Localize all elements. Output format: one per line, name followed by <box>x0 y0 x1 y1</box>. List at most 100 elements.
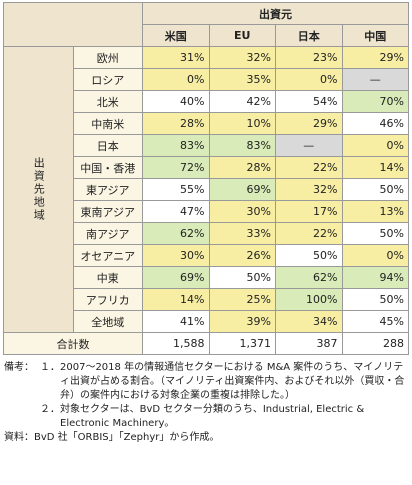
total-cell: 387 <box>275 332 343 355</box>
cell: 28% <box>142 112 210 135</box>
cell: 41% <box>142 310 210 333</box>
note-number: １． <box>40 362 60 373</box>
note-number: ２． <box>40 404 60 415</box>
cell: 0% <box>275 68 343 91</box>
column-header: 日本 <box>275 24 343 47</box>
cell: 46% <box>341 112 409 135</box>
row-label: 東アジア <box>72 178 143 201</box>
note-text: 2007〜2018 年の情報通信セクターにおける M&A 案件のうち、マイノリテ… <box>60 362 405 401</box>
cell: 83% <box>142 134 210 157</box>
note-label <box>4 403 38 431</box>
total-cell: 288 <box>341 332 409 355</box>
cell: 25% <box>208 288 276 311</box>
column-header-row: 米国 EU 日本 中国 <box>4 24 409 47</box>
cell: 42% <box>208 90 276 113</box>
note-label: 備考： <box>4 362 34 373</box>
data-row: 出資先地域 欧州 31% 32% 23% 29% <box>3 46 409 333</box>
cell: 23% <box>275 46 343 69</box>
cell: 29% <box>341 46 409 69</box>
note-item: ２． 対象セクターは、BvD セクター分類のうち、Industrial, Elec… <box>4 403 408 431</box>
total-label: 合計数 <box>3 332 143 355</box>
data-row: アフリカ 14% 25% 100% 50% <box>4 288 409 311</box>
cell: 26% <box>208 244 276 267</box>
cell: 100% <box>275 288 343 311</box>
cell: 50% <box>275 244 343 267</box>
source: 資料：BvD 社「ORBIS」「Zephyr」から作成。 <box>4 432 220 443</box>
cell: 70% <box>341 90 409 113</box>
data-row: 東南アジア 47% 30% 17% 13% <box>4 200 409 223</box>
note-item: 備考： １． 2007〜2018 年の情報通信セクターにおける M&A 案件のうち、… <box>4 361 408 403</box>
notes: 備考： １． 2007〜2018 年の情報通信セクターにおける M&A 案件のうち、… <box>4 361 408 445</box>
row-label: 北米 <box>72 90 143 113</box>
header-row: 出資元 <box>3 2 409 47</box>
row-label: 日本 <box>72 134 143 157</box>
cell: 45% <box>341 310 409 333</box>
row-label: ロシア <box>72 68 143 91</box>
cell: 17% <box>275 200 343 223</box>
total-cell: 1,588 <box>142 332 210 355</box>
cell: — <box>341 68 409 91</box>
row-label: 全地域 <box>72 310 143 333</box>
table-body: 出資元 米国 EU 日本 中国 出資先地域 欧州 31% 32% 23% 29% ロシア 0% 35% 0%… <box>3 2 409 355</box>
row-label: 中東 <box>72 266 143 289</box>
cell: 83% <box>208 134 276 157</box>
cell: 54% <box>275 90 343 113</box>
cell: 62% <box>142 222 210 245</box>
cell: 39% <box>208 310 276 333</box>
note-text: 対象セクターは、BvD セクター分類のうち、Industrial, Electr… <box>60 404 365 429</box>
row-label: アフリカ <box>72 288 143 311</box>
cell: 22% <box>275 156 343 179</box>
cell: 30% <box>142 244 210 267</box>
cell: 0% <box>341 244 409 267</box>
cell: 30% <box>208 200 276 223</box>
data-row: オセアニア 30% 26% 50% 0% <box>4 244 409 267</box>
cell: 47% <box>142 200 210 223</box>
corner <box>3 2 143 47</box>
cell: 62% <box>275 266 343 289</box>
column-header: EU <box>208 24 276 47</box>
cell: 40% <box>142 90 210 113</box>
cell: 50% <box>341 288 409 311</box>
cell: 32% <box>208 46 276 69</box>
column-header: 米国 <box>142 24 210 47</box>
cell: 0% <box>142 68 210 91</box>
row-label: 中国・香港 <box>72 156 143 179</box>
data-row: 東アジア 55% 69% 32% 50% <box>4 178 409 201</box>
cell: 50% <box>341 178 409 201</box>
data-row: 日本 83% 83% —0% <box>4 134 409 157</box>
group-header: 出資元 <box>142 2 409 25</box>
cell: 50% <box>208 266 276 289</box>
cell: 14% <box>341 156 409 179</box>
cell: 55% <box>142 178 210 201</box>
total-cell: 1,371 <box>208 332 276 355</box>
row-label: オセアニア <box>72 244 143 267</box>
cell: — <box>275 134 343 157</box>
cell: 33% <box>208 222 276 245</box>
cell: 13% <box>341 200 409 223</box>
row-label: 南アジア <box>72 222 143 245</box>
column-header: 中国 <box>341 24 409 47</box>
cell: 35% <box>208 68 276 91</box>
row-label: 欧州 <box>72 46 143 69</box>
cell: 10% <box>208 112 276 135</box>
cell: 34% <box>275 310 343 333</box>
cell: 0% <box>341 134 409 157</box>
cell: 22% <box>275 222 343 245</box>
cell: 50% <box>341 222 409 245</box>
data-table: 出資元 米国 EU 日本 中国 出資先地域 欧州 31% 32% 23% 29% ロシア 0% 35% 0%… <box>3 2 409 355</box>
side-header: 出資先地域 <box>3 46 74 333</box>
data-row: 中南米 28% 10% 29% 46% <box>4 112 409 135</box>
cell: 32% <box>275 178 343 201</box>
cell: 69% <box>142 266 210 289</box>
row-label: 東南アジア <box>72 200 143 223</box>
cell: 31% <box>142 46 210 69</box>
row-label: 中南米 <box>72 112 143 135</box>
cell: 14% <box>142 288 210 311</box>
cell: 29% <box>275 112 343 135</box>
cell: 28% <box>208 156 276 179</box>
cell: 94% <box>341 266 409 289</box>
cell: 72% <box>142 156 210 179</box>
total-row: 合計数 1,588 1,371 387 288 <box>3 332 409 355</box>
cell: 69% <box>208 178 276 201</box>
